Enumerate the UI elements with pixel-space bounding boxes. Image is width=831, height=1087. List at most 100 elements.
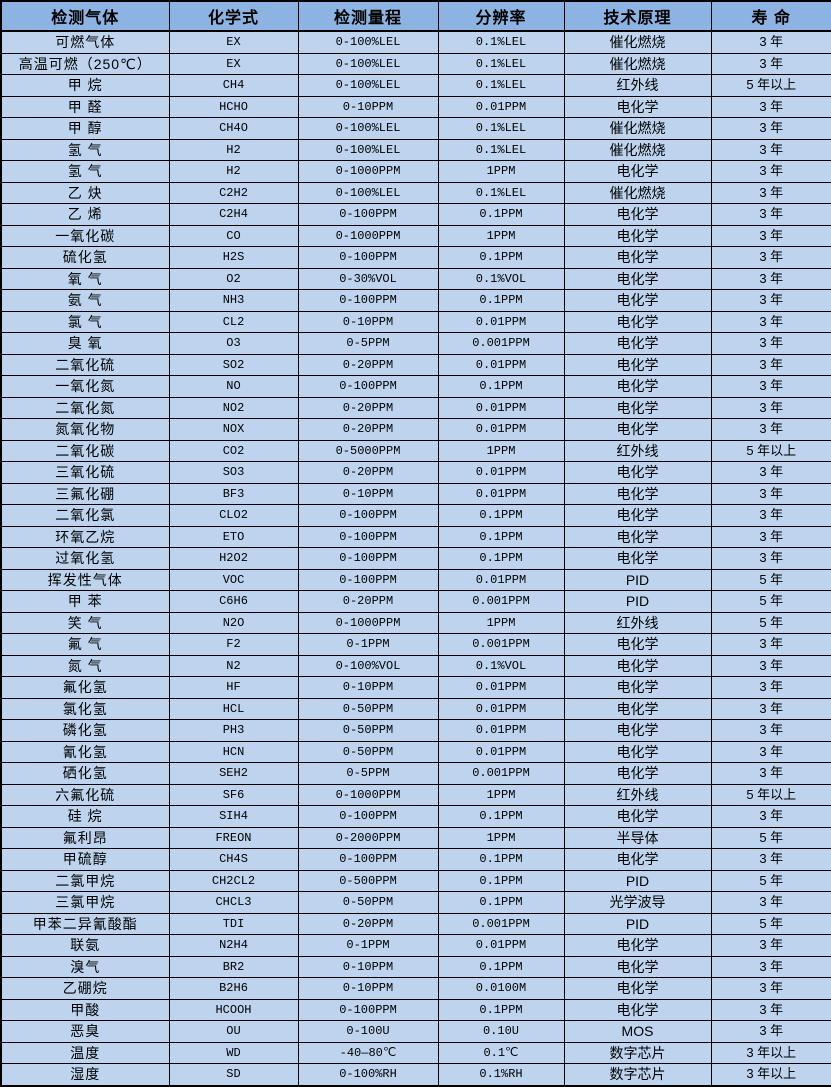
cell-range: 0-10PPM (297, 676, 439, 699)
cell-lifespan: 3 年 (710, 353, 831, 376)
cell-lifespan: 3 年 (710, 160, 831, 183)
cell-resolution: 0.1PPM (437, 375, 565, 398)
cell-resolution: 0.1%LEL (437, 74, 565, 97)
cell-gas: 过氧化氢 (0, 547, 170, 570)
table-row: 臭 氧 O3 0-5PPM 0.001PPM 电化学 3 年 (0, 332, 831, 355)
cell-formula: VOC (168, 568, 299, 591)
cell-lifespan: 3 年 (710, 418, 831, 441)
cell-principle: PID (563, 869, 712, 892)
table-row: 可燃气体 EX 0-100%LEL 0.1%LEL 催化燃烧 3 年 (0, 30, 831, 54)
cell-resolution: 0.1PPM (437, 998, 565, 1021)
table-row: 硒化氢 SEH2 0-5PPM 0.001PPM 电化学 3 年 (0, 762, 831, 785)
cell-gas: 三氯甲烷 (0, 891, 170, 914)
cell-range: 0-20PPM (297, 461, 439, 484)
cell-resolution: 0.1%LEL (437, 52, 565, 75)
table-row: 氧 气 O2 0-30%VOL 0.1%VOL 电化学 3 年 (0, 267, 831, 290)
cell-principle: 电化学 (563, 246, 712, 269)
cell-range: 0-20PPM (297, 396, 439, 419)
cell-formula: SF6 (168, 783, 299, 806)
cell-lifespan: 3 年 (710, 697, 831, 720)
table-row: 二氧化碳 CO2 0-5000PPM 1PPM 红外线 5 年以上 (0, 439, 831, 462)
cell-principle: 红外线 (563, 74, 712, 97)
cell-resolution: 0.1PPM (437, 848, 565, 871)
cell-principle: PID (563, 568, 712, 591)
table-row: 氮 气 N2 0-100%VOL 0.1%VOL 电化学 3 年 (0, 654, 831, 677)
cell-principle: 半导体 (563, 826, 712, 849)
cell-principle: 电化学 (563, 719, 712, 742)
table-row: 笑 气 N2O 0-1000PPM 1PPM 红外线 5 年 (0, 611, 831, 634)
cell-formula: CLO2 (168, 504, 299, 527)
cell-range: 0-50PPM (297, 740, 439, 763)
cell-gas: 环氧乙烷 (0, 525, 170, 548)
table-row: 氯化氢 HCL 0-50PPM 0.01PPM 电化学 3 年 (0, 697, 831, 720)
cell-resolution: 0.01PPM (437, 482, 565, 505)
cell-principle: 电化学 (563, 740, 712, 763)
cell-range: 0-50PPM (297, 719, 439, 742)
cell-formula: ETO (168, 525, 299, 548)
table-row: 温度 WD -40—80℃ 0.1℃ 数字芯片 3 年以上 (0, 1041, 831, 1064)
cell-resolution: 0.1PPM (437, 805, 565, 828)
cell-formula: NO (168, 375, 299, 398)
table-row: 氯 气 CL2 0-10PPM 0.01PPM 电化学 3 年 (0, 310, 831, 333)
table-row: 溴气 BR2 0-10PPM 0.1PPM 电化学 3 年 (0, 955, 831, 978)
cell-resolution: 0.01PPM (437, 676, 565, 699)
cell-formula: CL2 (168, 310, 299, 333)
cell-lifespan: 3 年 (710, 1020, 831, 1043)
cell-gas: 臭 氧 (0, 332, 170, 355)
table-row: 恶臭 OU 0-100U 0.10U MOS 3 年 (0, 1020, 831, 1043)
cell-lifespan: 3 年 (710, 310, 831, 333)
cell-resolution: 0.01PPM (437, 934, 565, 957)
cell-principle: 电化学 (563, 998, 712, 1021)
cell-gas: 甲酸 (0, 998, 170, 1021)
cell-gas: 六氟化硫 (0, 783, 170, 806)
cell-formula: NH3 (168, 289, 299, 312)
cell-principle: 电化学 (563, 955, 712, 978)
cell-resolution: 0.1%VOL (437, 267, 565, 290)
cell-gas: 一氧化氮 (0, 375, 170, 398)
cell-lifespan: 5 年以上 (710, 74, 831, 97)
cell-principle: 数字芯片 (563, 1041, 712, 1064)
table-row: 二氧化氮 NO2 0-20PPM 0.01PPM 电化学 3 年 (0, 396, 831, 419)
cell-gas: 二氯甲烷 (0, 869, 170, 892)
table-row: 硅 烷 SIH4 0-100PPM 0.1PPM 电化学 3 年 (0, 805, 831, 828)
cell-range: 0-20PPM (297, 353, 439, 376)
cell-formula: OU (168, 1020, 299, 1043)
cell-resolution: 0.01PPM (437, 461, 565, 484)
cell-gas: 氧 气 (0, 267, 170, 290)
cell-principle: 催化燃烧 (563, 52, 712, 75)
cell-range: 0-100PPM (297, 848, 439, 871)
table-row: 甲苯二异氰酸酯 TDI 0-20PPM 0.001PPM PID 5 年 (0, 912, 831, 935)
cell-range: 0-30%VOL (297, 267, 439, 290)
cell-lifespan: 3 年 (710, 676, 831, 699)
cell-principle: 电化学 (563, 160, 712, 183)
cell-gas: 乙 烯 (0, 203, 170, 226)
cell-range: -40—80℃ (297, 1041, 439, 1064)
table-row: 挥发性气体 VOC 0-100PPM 0.01PPM PID 5 年 (0, 568, 831, 591)
table-row: 氟利昂 FREON 0-2000PPM 1PPM 半导体 5 年 (0, 826, 831, 849)
cell-resolution: 0.1℃ (437, 1041, 565, 1064)
cell-gas: 联氨 (0, 934, 170, 957)
cell-gas: 三氧化硫 (0, 461, 170, 484)
cell-resolution: 0.001PPM (437, 633, 565, 656)
cell-principle: PID (563, 912, 712, 935)
table-row: 甲硫醇 CH4S 0-100PPM 0.1PPM 电化学 3 年 (0, 848, 831, 871)
cell-gas: 甲 苯 (0, 590, 170, 613)
cell-formula: NOX (168, 418, 299, 441)
cell-formula: FREON (168, 826, 299, 849)
cell-range: 0-1000PPM (297, 160, 439, 183)
cell-lifespan: 3 年 (710, 504, 831, 527)
cell-range: 0-100PPM (297, 568, 439, 591)
cell-gas: 乙硼烷 (0, 977, 170, 1000)
cell-lifespan: 3 年 (710, 955, 831, 978)
table-row: 甲 醇 CH4O 0-100%LEL 0.1%LEL 催化燃烧 3 年 (0, 117, 831, 140)
cell-gas: 氰化氢 (0, 740, 170, 763)
cell-lifespan: 5 年以上 (710, 783, 831, 806)
cell-formula: H2O2 (168, 547, 299, 570)
table-row: 联氨 N2H4 0-1PPM 0.01PPM 电化学 3 年 (0, 934, 831, 957)
cell-range: 0-100PPM (297, 805, 439, 828)
cell-resolution: 0.1PPM (437, 504, 565, 527)
cell-gas: 二氧化硫 (0, 353, 170, 376)
cell-range: 0-20PPM (297, 590, 439, 613)
cell-principle: 电化学 (563, 676, 712, 699)
column-header-lifespan: 寿 命 (710, 0, 831, 32)
